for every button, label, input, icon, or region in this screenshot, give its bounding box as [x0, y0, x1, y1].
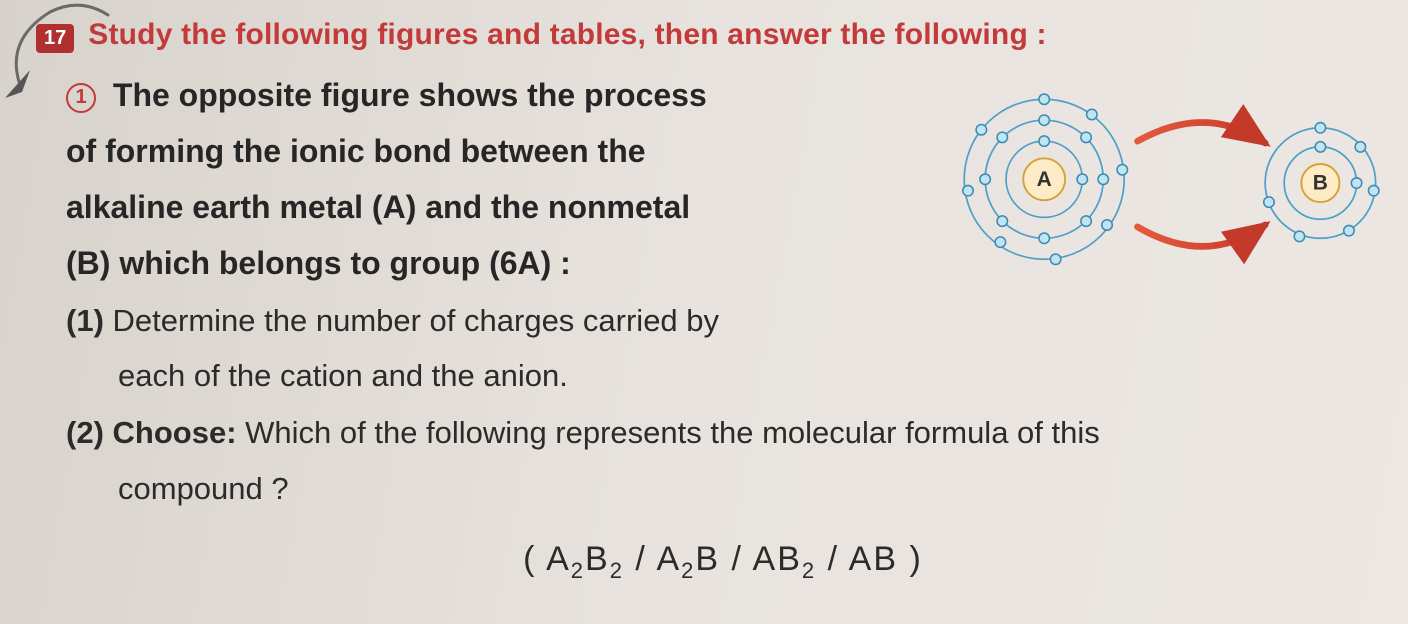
- opt1-a: A: [546, 540, 571, 578]
- formula-open: (: [523, 540, 536, 578]
- q2-choose: Choose:: [113, 415, 237, 450]
- opt1-a-sub: 2: [571, 557, 585, 582]
- opt4-b: B: [873, 540, 898, 578]
- q2-lead: (2): [66, 415, 104, 450]
- sub-question-number: 1: [66, 83, 96, 113]
- opt3-b-sub: 2: [802, 557, 816, 582]
- q2-line-1: Which of the following represents the mo…: [245, 415, 1100, 450]
- q2-line-2: compound ?: [66, 461, 1380, 516]
- q1-line-1: Determine the number of charges carried …: [113, 303, 720, 338]
- opt2-a: A: [656, 540, 681, 578]
- formula-options: ( A2B2 / A2B / AB2 / AB ): [66, 540, 1380, 584]
- opt3-b: B: [777, 540, 802, 578]
- svg-text:B: B: [1313, 172, 1328, 195]
- question-number-badge: 17: [36, 24, 74, 53]
- sep3: /: [828, 540, 839, 578]
- sub-question-2: (2) Choose: Which of the following repre…: [66, 405, 1380, 515]
- opt1-b-sub: 2: [610, 557, 624, 582]
- opt4-a: A: [849, 540, 874, 578]
- stem-line-1: The opposite figure shows the process: [113, 77, 707, 113]
- opt2-b: B: [695, 540, 720, 578]
- opt2-a-sub: 2: [681, 557, 695, 582]
- svg-text:A: A: [1037, 168, 1052, 191]
- sub-question-1: (1) Determine the number of charges carr…: [66, 293, 1380, 403]
- sep1: /: [635, 540, 646, 578]
- sep2: /: [732, 540, 743, 578]
- question-header: Study the following figures and tables, …: [88, 18, 1046, 52]
- q1-lead: (1): [66, 303, 104, 338]
- opt1-b: B: [585, 540, 610, 578]
- ionic-bond-diagram: AB: [948, 84, 1388, 284]
- opt3-a: A: [753, 540, 778, 578]
- q1-line-2: each of the cation and the anion.: [66, 348, 1380, 403]
- formula-close: ): [909, 540, 922, 578]
